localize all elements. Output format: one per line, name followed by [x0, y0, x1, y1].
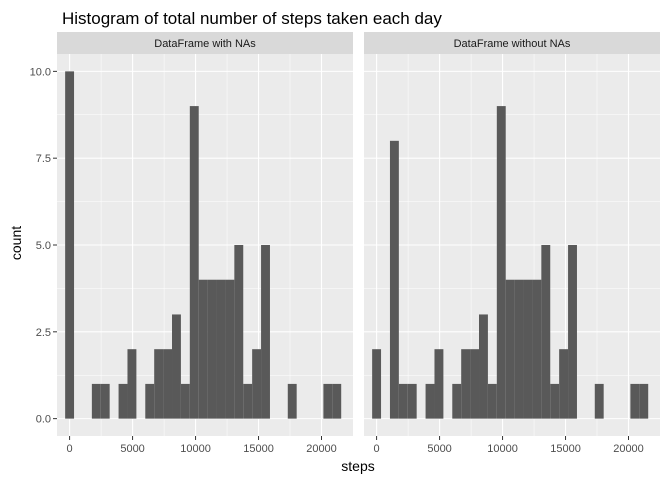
histogram-bar — [398, 383, 408, 419]
histogram-bar — [639, 383, 649, 419]
facet-strip-label: DataFrame without NAs — [454, 38, 571, 50]
facet-panel-1: DataFrame with NAs 0 5000 10000 15000 20000 — [57, 32, 353, 455]
histogram-bar — [470, 349, 480, 419]
histogram-bar — [225, 279, 235, 419]
histogram-bar — [243, 383, 253, 419]
histogram-bar — [234, 245, 244, 419]
histogram-bar — [389, 140, 399, 419]
x-tick-label: 0 — [374, 443, 380, 455]
histogram-bar — [163, 349, 173, 419]
histogram-bar — [568, 245, 577, 419]
histogram-bar — [252, 349, 262, 419]
histogram-bar — [332, 383, 342, 419]
histogram-bar — [154, 349, 164, 419]
histogram-bar — [189, 106, 199, 419]
histogram-bar — [487, 383, 497, 419]
y-axis-title: count — [8, 226, 24, 260]
histogram-bar — [261, 245, 270, 419]
x-tick-label: 15000 — [243, 443, 274, 455]
histogram-bar — [559, 349, 569, 419]
facet-strip — [57, 32, 353, 54]
histogram-bar — [118, 383, 128, 419]
x-tick-label: 10000 — [180, 443, 211, 455]
histogram-bar — [65, 71, 75, 419]
y-tick-label: 5.0 — [36, 240, 51, 252]
histogram-bar — [594, 383, 604, 419]
histogram-bar — [523, 279, 533, 419]
histogram-bar — [216, 279, 226, 419]
histogram-bar — [172, 314, 181, 419]
histogram-bar — [407, 383, 417, 419]
histogram-bar — [287, 383, 297, 419]
x-axis-title: steps — [341, 458, 374, 474]
histogram-bar — [127, 349, 137, 419]
y-tick-label: 7.5 — [36, 153, 51, 165]
histogram-bar — [91, 383, 101, 419]
x-tick-label: 20000 — [613, 443, 644, 455]
histogram-bar — [425, 383, 435, 419]
histogram-bar — [505, 279, 515, 419]
y-tick-label: 2.5 — [36, 327, 51, 339]
x-tick-label: 5000 — [427, 443, 451, 455]
histogram-bar — [496, 106, 506, 419]
y-tick-label: 0.0 — [36, 414, 51, 426]
x-tick-label: 0 — [67, 443, 73, 455]
histogram-bar — [452, 383, 462, 419]
histogram-bar — [434, 349, 444, 419]
histogram-bar — [479, 314, 488, 419]
histogram-bar — [372, 349, 382, 419]
histogram-bar — [323, 383, 333, 419]
x-tick-label: 15000 — [550, 443, 581, 455]
chart-title: Histogram of total number of steps taken… — [62, 9, 442, 28]
histogram-bar — [461, 349, 471, 419]
y-tick-label: 10.0 — [30, 66, 51, 78]
x-tick-label: 20000 — [306, 443, 337, 455]
x-tick-label: 10000 — [487, 443, 518, 455]
histogram-bar — [207, 279, 217, 419]
facet-panel-2: DataFrame without NAs 0 5000 10000 15000 2000… — [364, 32, 660, 455]
facet-strip — [364, 32, 660, 54]
histogram-bar — [514, 279, 524, 419]
histogram-bar — [532, 279, 542, 419]
facet-strip-label: DataFrame with NAs — [154, 38, 256, 50]
histogram-bar — [541, 245, 551, 419]
histogram-bar — [180, 383, 190, 419]
histogram-bar — [550, 383, 560, 419]
histogram-bar — [630, 383, 640, 419]
x-tick-label: 5000 — [120, 443, 144, 455]
histogram-bar — [145, 383, 155, 419]
histogram-bar — [198, 279, 208, 419]
histogram-bar — [100, 383, 110, 419]
y-axis: 0.0 2.5 5.0 7.5 10.0 — [30, 66, 57, 426]
